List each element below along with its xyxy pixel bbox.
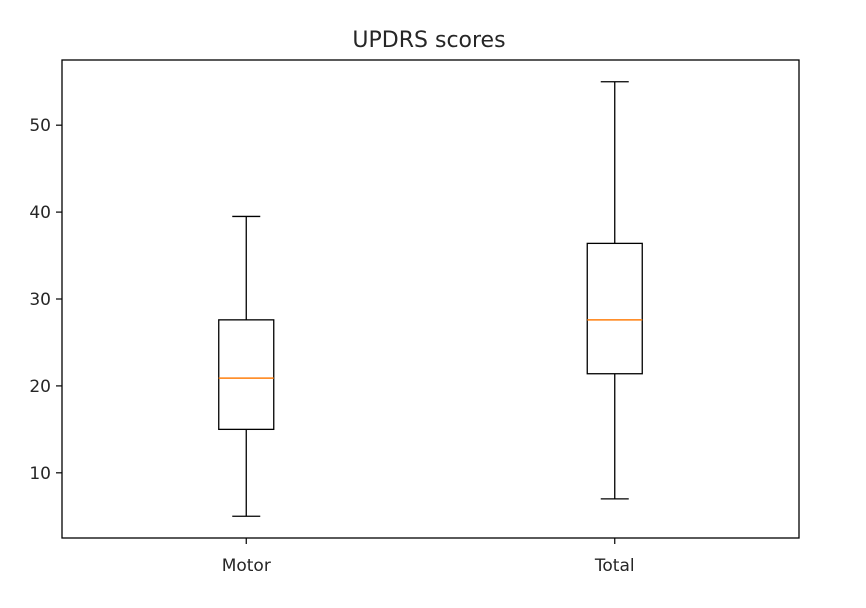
box-total [586,242,643,375]
box-group-total [586,81,643,500]
plot-frame [61,59,800,539]
y-axis: 10 20 30 40 50 [29,116,62,484]
y-tick-label-40: 40 [29,203,51,223]
y-tick-label-50: 50 [29,116,51,136]
x-tick-label-motor: Motor [222,556,271,576]
y-tick-label-20: 20 [29,377,51,397]
box-group-motor [218,215,275,517]
y-tick-label-30: 30 [29,290,51,310]
box-motor [218,319,275,431]
boxplot-marks [218,81,643,517]
x-axis: Motor Total [222,538,635,576]
x-tick-label-total: Total [594,556,635,576]
y-tick-label-10: 10 [29,464,51,484]
chart-title: UPDRS scores [352,28,505,53]
